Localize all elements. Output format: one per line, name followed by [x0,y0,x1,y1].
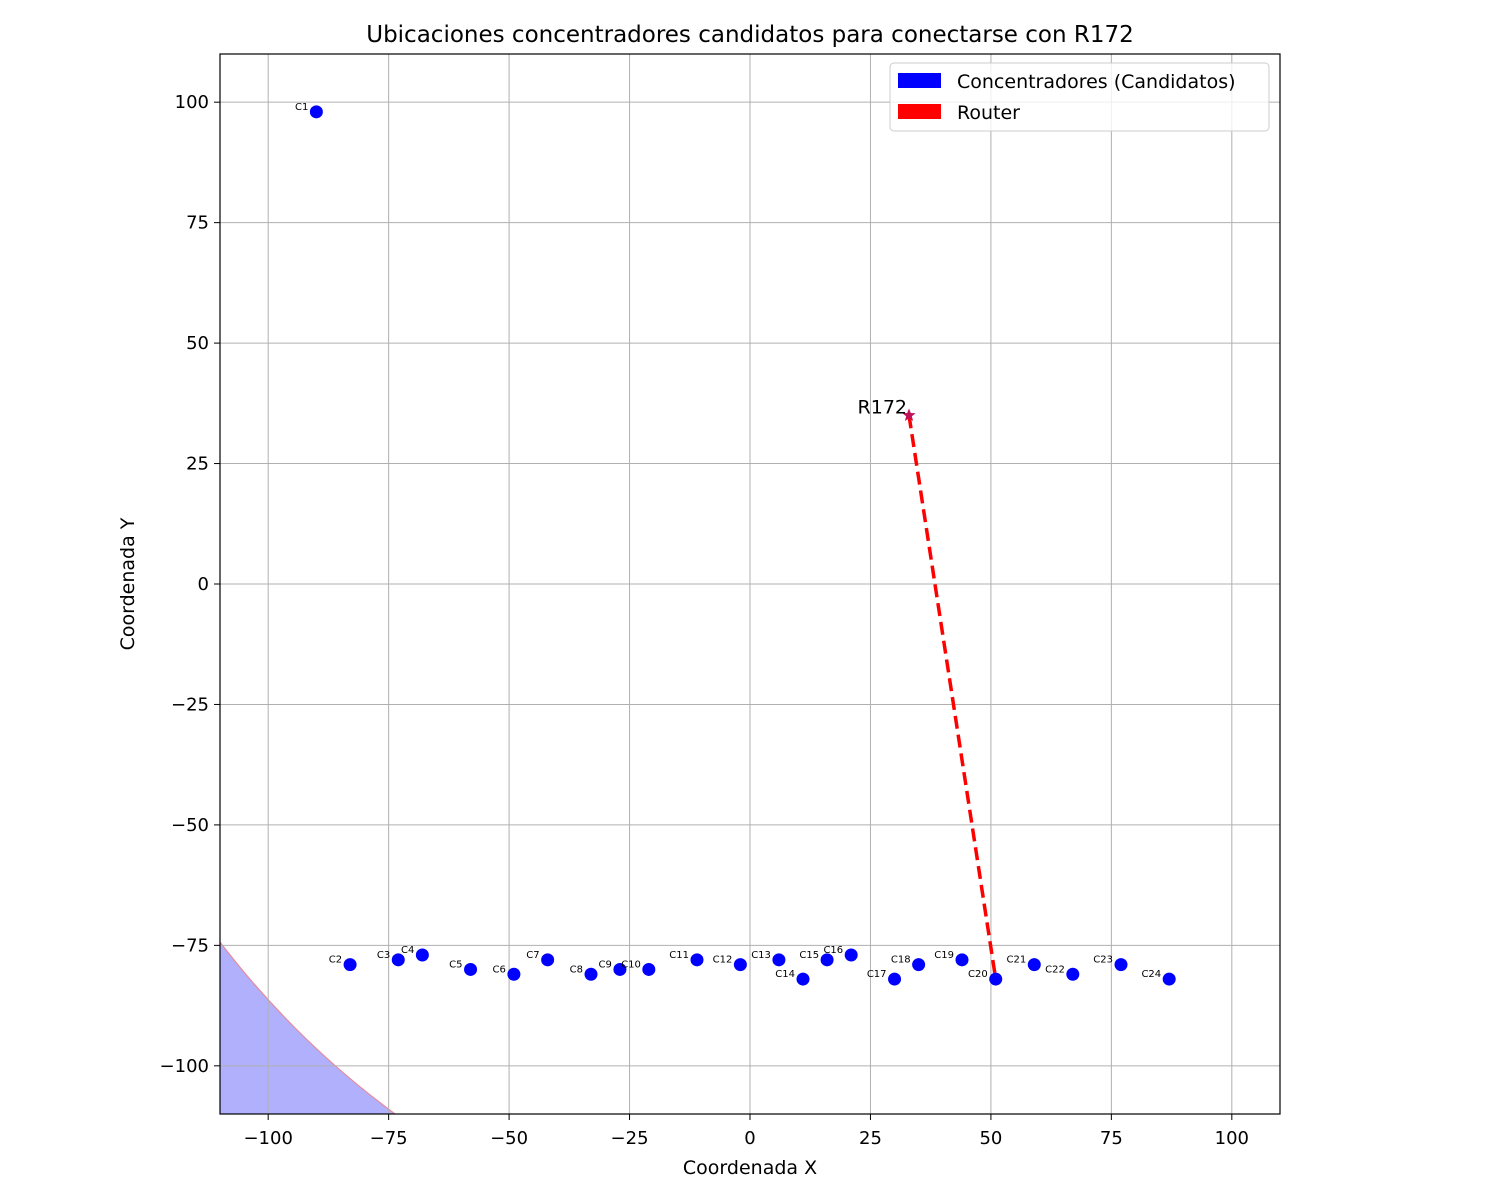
concentrator-label: C4 [401,945,414,956]
x-axis-label: Coordenada X [683,1157,817,1179]
concentrator-point [541,953,555,967]
concentrator-point [888,972,902,986]
x-tick-label: 25 [859,1128,882,1149]
concentrator-point [309,105,323,119]
x-tick-label: 50 [979,1128,1002,1149]
concentrator-label: C22 [1045,964,1065,975]
concentrator-label: C5 [449,959,462,970]
x-axis-ticks: −100 −75 −50 −25 0 25 50 75 100 [243,1114,1249,1149]
concentrator-point [955,953,969,967]
concentrator-label: C9 [599,959,612,970]
x-tick-label: −25 [611,1128,649,1149]
concentrator-label: C12 [713,955,733,966]
concentrator-point [343,958,357,972]
y-tick-label: 0 [198,574,209,595]
concentrator-point [989,972,1003,986]
concentrator-label: C23 [1093,955,1113,966]
concentrator-label: C6 [493,964,506,975]
x-tick-label: 100 [1215,1128,1249,1149]
x-tick-label: 75 [1100,1128,1123,1149]
x-tick-label: 0 [744,1128,755,1149]
y-tick-label: −50 [171,815,209,836]
concentrator-label: C3 [377,950,390,961]
concentrator-label: C16 [823,945,843,956]
connection-line [907,415,998,980]
grid-lines [220,54,1280,1114]
concentrator-label: C15 [799,950,819,961]
y-tick-label: −100 [160,1056,209,1077]
concentrator-label: C10 [621,959,641,970]
concentrator-point [820,953,834,967]
concentrator-point [912,958,926,972]
y-tick-label: 100 [175,92,209,113]
concentrator-label: C8 [570,964,583,975]
y-tick-label: −75 [171,935,209,956]
x-tick-label: −75 [370,1128,408,1149]
concentrator-point [391,953,405,967]
concentrator-point [1027,958,1041,972]
router-layer: R172 [858,396,916,422]
concentrator-point [613,962,627,976]
concentrator-point [1162,972,1176,986]
concentrator-label: C17 [867,969,887,980]
concentrator-point [1066,967,1080,981]
y-axis-label: Coordenada Y [117,517,139,650]
connection-layer [907,415,998,980]
y-tick-label: 75 [186,213,209,234]
concentrator-point [507,967,521,981]
legend-swatch-concentradores [898,73,941,88]
concentrator-point [772,953,786,967]
concentrator-point [584,967,598,981]
chart-title: Ubicaciones concentradores candidatos pa… [366,22,1134,48]
concentrator-label: C20 [968,969,988,980]
concentrator-point [733,958,747,972]
legend-box [889,62,1270,132]
concentrator-point [415,948,429,962]
legend-label-concentradores: Concentradores (Candidatos) [957,71,1236,93]
legend-label-router: Router [957,102,1020,124]
concentrator-label: C1 [295,102,308,113]
concentrator-label: C11 [669,950,689,961]
y-tick-label: 50 [186,333,209,354]
concentrator-label: C19 [934,950,954,961]
router-marker [902,408,916,422]
concentrator-label: C24 [1141,969,1161,980]
concentrator-points: C1 C2 C3 C4 C5 C6 C7 C8 C9 C10 C11 C12 C13 C14 C15 C16 C… [295,102,1176,986]
router-label: R172 [858,396,907,418]
y-tick-label: 25 [186,454,209,475]
legend-swatch-router [898,104,941,119]
concentrator-point [844,948,858,962]
y-axis-ticks: −100 −75 −50 −25 0 25 50 75 100 [160,92,220,1077]
concentrator-point [642,962,656,976]
concentrator-point [464,962,478,976]
concentrator-label: C2 [329,955,342,966]
concentrator-label: C14 [775,969,795,980]
concentrator-point [796,972,810,986]
y-tick-label: −25 [171,694,209,715]
concentrator-point [1114,958,1128,972]
concentrator-label: C13 [751,950,771,961]
concentrator-label: C21 [1007,955,1027,966]
concentrator-label: C18 [891,955,911,966]
concentrator-label: C7 [526,950,539,961]
x-tick-label: −50 [490,1128,528,1149]
concentrator-point [690,953,704,967]
legend: Concentradores (Candidatos) Router [889,62,1270,132]
x-tick-label: −100 [243,1128,292,1149]
